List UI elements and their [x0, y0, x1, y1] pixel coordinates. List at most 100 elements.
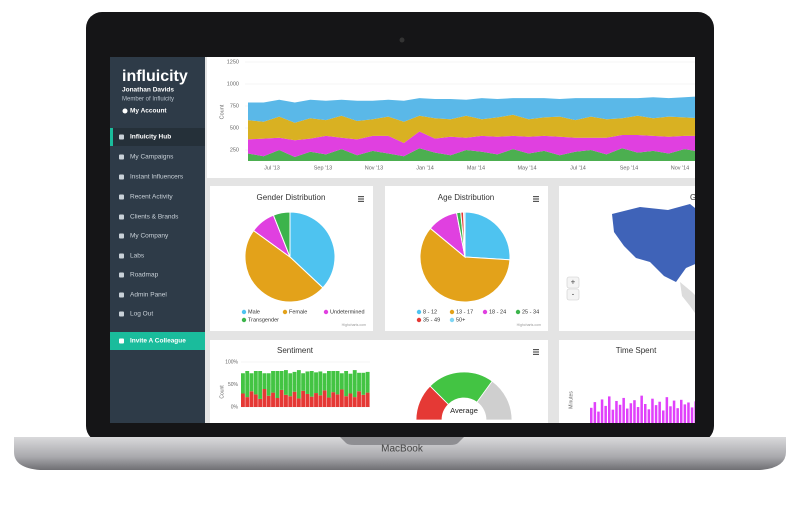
legend-label[interactable]: 13 - 17 [456, 309, 473, 315]
bar [651, 398, 654, 423]
brand: influicity [122, 68, 188, 85]
bar [640, 395, 643, 423]
legend-label[interactable]: 18 - 24 [489, 309, 506, 315]
bar [348, 373, 353, 394]
y-tick-label: 1000 [227, 81, 239, 87]
bar [597, 411, 600, 423]
sidebar [110, 57, 205, 423]
bar [352, 397, 357, 407]
menu-icon [119, 174, 124, 180]
legend-swatch [482, 309, 488, 315]
area-series [248, 131, 695, 157]
bar [253, 394, 258, 407]
legend-label[interactable]: 35 - 49 [423, 317, 440, 323]
menu-item[interactable]: Admin Panel [130, 292, 167, 299]
bar [318, 395, 323, 407]
bar [249, 373, 254, 392]
user-role: Member of Influicity [122, 97, 174, 103]
bar [647, 409, 651, 423]
chart-menu-icon[interactable] [533, 198, 539, 200]
menu-item[interactable]: Roadmap [130, 272, 159, 279]
bar [271, 371, 275, 393]
menu-item[interactable]: Instant Influencers [130, 174, 184, 181]
bar [339, 373, 344, 390]
bar [687, 402, 690, 423]
chart-menu-icon[interactable] [533, 196, 539, 198]
invite-icon [119, 338, 124, 344]
legend-label[interactable]: Female [289, 309, 307, 315]
y-tick-label: 50% [228, 382, 239, 388]
bar [322, 373, 327, 391]
bar [361, 394, 366, 407]
legend-label[interactable]: Male [248, 309, 260, 315]
bar [331, 392, 336, 407]
chart-menu-icon[interactable] [533, 351, 539, 353]
y-tick-label: 1250 [227, 59, 239, 65]
bar [258, 398, 263, 407]
pie-slice [272, 211, 291, 258]
bar [262, 373, 267, 389]
menu-item[interactable]: Labs [130, 253, 145, 260]
x-tick-label: Nov '13 [365, 165, 383, 171]
x-tick-label: May '14 [517, 165, 536, 171]
pie-slice [289, 211, 336, 289]
user-name: Jonathan Davids [122, 87, 174, 94]
x-tick-label: Jul '14 [570, 165, 586, 171]
menu-item[interactable]: My Company [130, 233, 169, 240]
zoom-in-button[interactable] [566, 276, 580, 289]
camera [399, 37, 405, 43]
bar [258, 371, 263, 399]
menu-item[interactable]: Recent Activity [130, 194, 173, 201]
bar [327, 397, 331, 407]
menu-item-active [110, 128, 205, 146]
bar [253, 371, 258, 395]
chart-credit: Highcharts.com [517, 323, 541, 327]
chart-menu-icon[interactable] [533, 349, 539, 351]
bar [669, 406, 672, 423]
legend-label[interactable]: 25 - 34 [522, 309, 539, 315]
legend-label[interactable]: Undetermined [330, 309, 365, 315]
menu-item[interactable]: Clients & Brands [130, 214, 179, 221]
legend-label[interactable]: Transgender [248, 317, 279, 323]
invite-button[interactable] [110, 332, 205, 350]
bar [284, 370, 288, 395]
bar [344, 396, 349, 407]
bar [680, 399, 683, 423]
x-tick-label: Sep '14 [620, 165, 638, 171]
chart-menu-icon[interactable] [358, 200, 364, 202]
menu-item[interactable]: My Campaigns [130, 154, 174, 161]
y-tick-label: 500 [230, 125, 239, 131]
bar [314, 372, 318, 394]
chart-title: Age Distribution [438, 193, 494, 202]
menu-item[interactable]: Log Out [130, 311, 153, 318]
account-icon [122, 108, 128, 114]
zoom-out-label: - [572, 290, 575, 299]
bar [348, 393, 353, 407]
chart-menu-icon[interactable] [533, 353, 539, 355]
bar [309, 396, 314, 407]
zoom-out-button[interactable] [566, 288, 580, 301]
chart-menu-icon[interactable] [533, 200, 539, 202]
bar [629, 403, 633, 423]
chart-menu-icon[interactable] [358, 198, 364, 200]
bar [608, 396, 611, 423]
laptop-base [14, 437, 786, 470]
bar [314, 393, 318, 407]
bar [301, 390, 306, 407]
legend-label[interactable]: 8 - 12 [423, 309, 437, 315]
bar [644, 404, 647, 423]
x-tick-label: Sep '13 [314, 165, 332, 171]
bar [327, 371, 331, 398]
bar [335, 394, 340, 407]
bar [344, 371, 349, 397]
bar [611, 409, 615, 423]
bar [683, 404, 687, 423]
bar [279, 389, 284, 407]
chart-menu-icon[interactable] [358, 196, 364, 198]
map-region [680, 282, 695, 313]
y-tick-label: 0% [231, 404, 239, 410]
menu-item[interactable]: Influicity Hub [130, 134, 171, 141]
legend-swatch [515, 309, 521, 315]
legend-label[interactable]: 50+ [456, 317, 465, 323]
bar [331, 371, 336, 393]
